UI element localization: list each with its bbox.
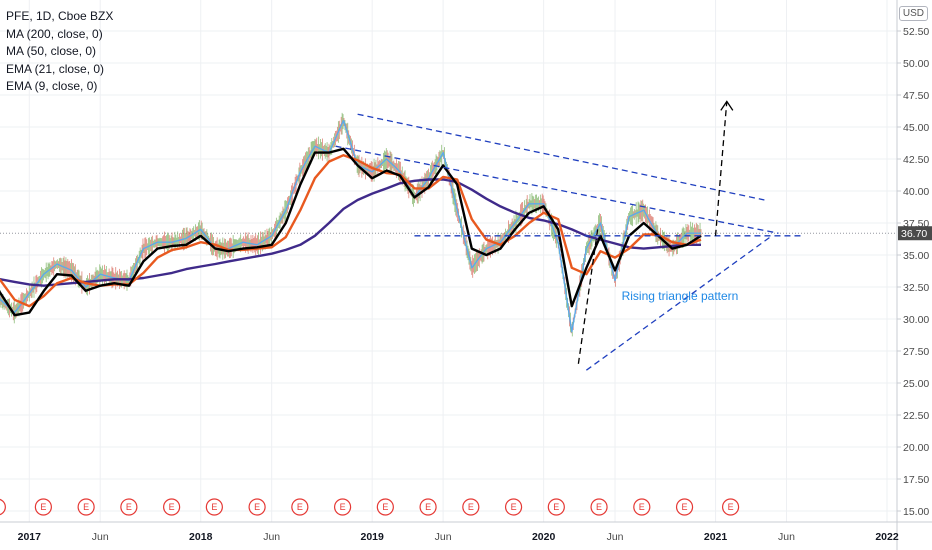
y-tick-label: 42.50	[903, 154, 929, 166]
earnings-marker	[675, 498, 694, 516]
earnings-marker	[291, 498, 309, 516]
y-tick-label: 35.00	[903, 250, 929, 262]
earnings-marker-label: E	[211, 502, 217, 512]
earnings-marker	[504, 498, 523, 516]
earnings-marker-label: E	[468, 502, 474, 512]
earnings-marker	[333, 498, 352, 516]
x-tick-label: 2017	[18, 531, 42, 543]
legend: PFE, 1D, Cboe BZX MA (200, close, 0) MA …	[6, 8, 113, 96]
earnings-marker-label: E	[682, 502, 688, 512]
earnings-marker	[590, 498, 608, 516]
x-tick-label: Jun	[607, 531, 624, 543]
pattern-left-dashed-rise	[577, 229, 599, 364]
x-tick-label: Jun	[778, 531, 795, 543]
earnings-marker	[205, 498, 223, 516]
x-tick-label: Jun	[435, 531, 452, 543]
earnings-marker-label: E	[382, 502, 388, 512]
earnings-marker	[419, 498, 437, 516]
y-tick-label: 20.00	[903, 442, 929, 454]
pattern-annotation: Rising triangle pattern	[622, 289, 739, 303]
y-tick-label: 22.50	[903, 410, 929, 422]
pattern-breakout-arrow	[714, 101, 728, 236]
earnings-marker	[0, 498, 6, 516]
y-tick-label: 40.00	[903, 186, 929, 198]
legend-indicator[interactable]: EMA (9, close, 0)	[6, 79, 98, 93]
earnings-marker-label: E	[425, 502, 431, 512]
x-tick-label: Jun	[92, 531, 109, 543]
earnings-marker-label: E	[511, 502, 517, 512]
earnings-marker-label: E	[553, 502, 559, 512]
last-price-label: 36.70	[901, 228, 927, 240]
last-price-badge	[898, 226, 932, 241]
earnings-marker	[34, 498, 52, 516]
y-tick-label: 25.00	[903, 378, 929, 390]
x-tick-label: 2019	[361, 531, 385, 543]
earnings-marker-label: E	[169, 502, 175, 512]
y-tick-label: 47.50	[903, 90, 929, 102]
y-tick-label: 52.50	[903, 26, 929, 38]
pattern-rising-support	[585, 235, 773, 371]
series-line-price	[0, 119, 701, 333]
earnings-marker-label: E	[297, 502, 303, 512]
earnings-marker	[120, 498, 138, 516]
y-tick-label: 15.00	[903, 506, 929, 518]
y-tick-label: 50.00	[903, 58, 929, 70]
earnings-marker-label: E	[254, 502, 260, 512]
earnings-marker	[77, 498, 95, 516]
x-tick-label: 2022	[875, 531, 899, 543]
earnings-marker-label: E	[83, 502, 89, 512]
earnings-marker-label: E	[596, 502, 602, 512]
x-tick-label: Jun	[263, 531, 280, 543]
x-tick-label: 2020	[532, 531, 556, 543]
earnings-marker-label: E	[126, 502, 132, 512]
earnings-marker-label: E	[639, 502, 645, 512]
x-tick-label: 2021	[704, 531, 728, 543]
legend-indicator[interactable]: EMA (21, close, 0)	[6, 61, 105, 76]
legend-indicator[interactable]: MA (50, close, 0)	[6, 44, 97, 58]
legend-symbol[interactable]: PFE, 1D, Cboe BZX	[6, 9, 114, 23]
currency-badge[interactable]: USD	[898, 6, 928, 21]
earnings-marker-label: E	[40, 502, 46, 512]
pattern-upper-trendline-2	[335, 145, 779, 234]
series-line-ma200	[0, 178, 701, 287]
legend-indicator[interactable]: MA (200, close, 0)	[6, 26, 103, 41]
y-tick-label: 32.50	[903, 282, 929, 294]
earnings-marker-label: E	[728, 502, 734, 512]
earnings-marker	[376, 498, 394, 516]
earnings-marker	[248, 498, 266, 516]
y-tick-label: 17.50	[903, 474, 929, 486]
y-tick-label: 27.50	[903, 346, 929, 358]
x-tick-label: 2018	[189, 531, 213, 543]
y-tick-label: 45.00	[903, 122, 929, 134]
earnings-marker	[721, 498, 740, 516]
earnings-marker	[462, 498, 480, 516]
series-line-ema9	[0, 147, 702, 317]
y-tick-label: 30.00	[903, 314, 929, 326]
earnings-marker	[633, 498, 651, 516]
earnings-marker	[163, 498, 181, 516]
earnings-marker-label: E	[340, 502, 346, 512]
earnings-marker	[547, 498, 565, 516]
arrow-head	[720, 100, 734, 111]
